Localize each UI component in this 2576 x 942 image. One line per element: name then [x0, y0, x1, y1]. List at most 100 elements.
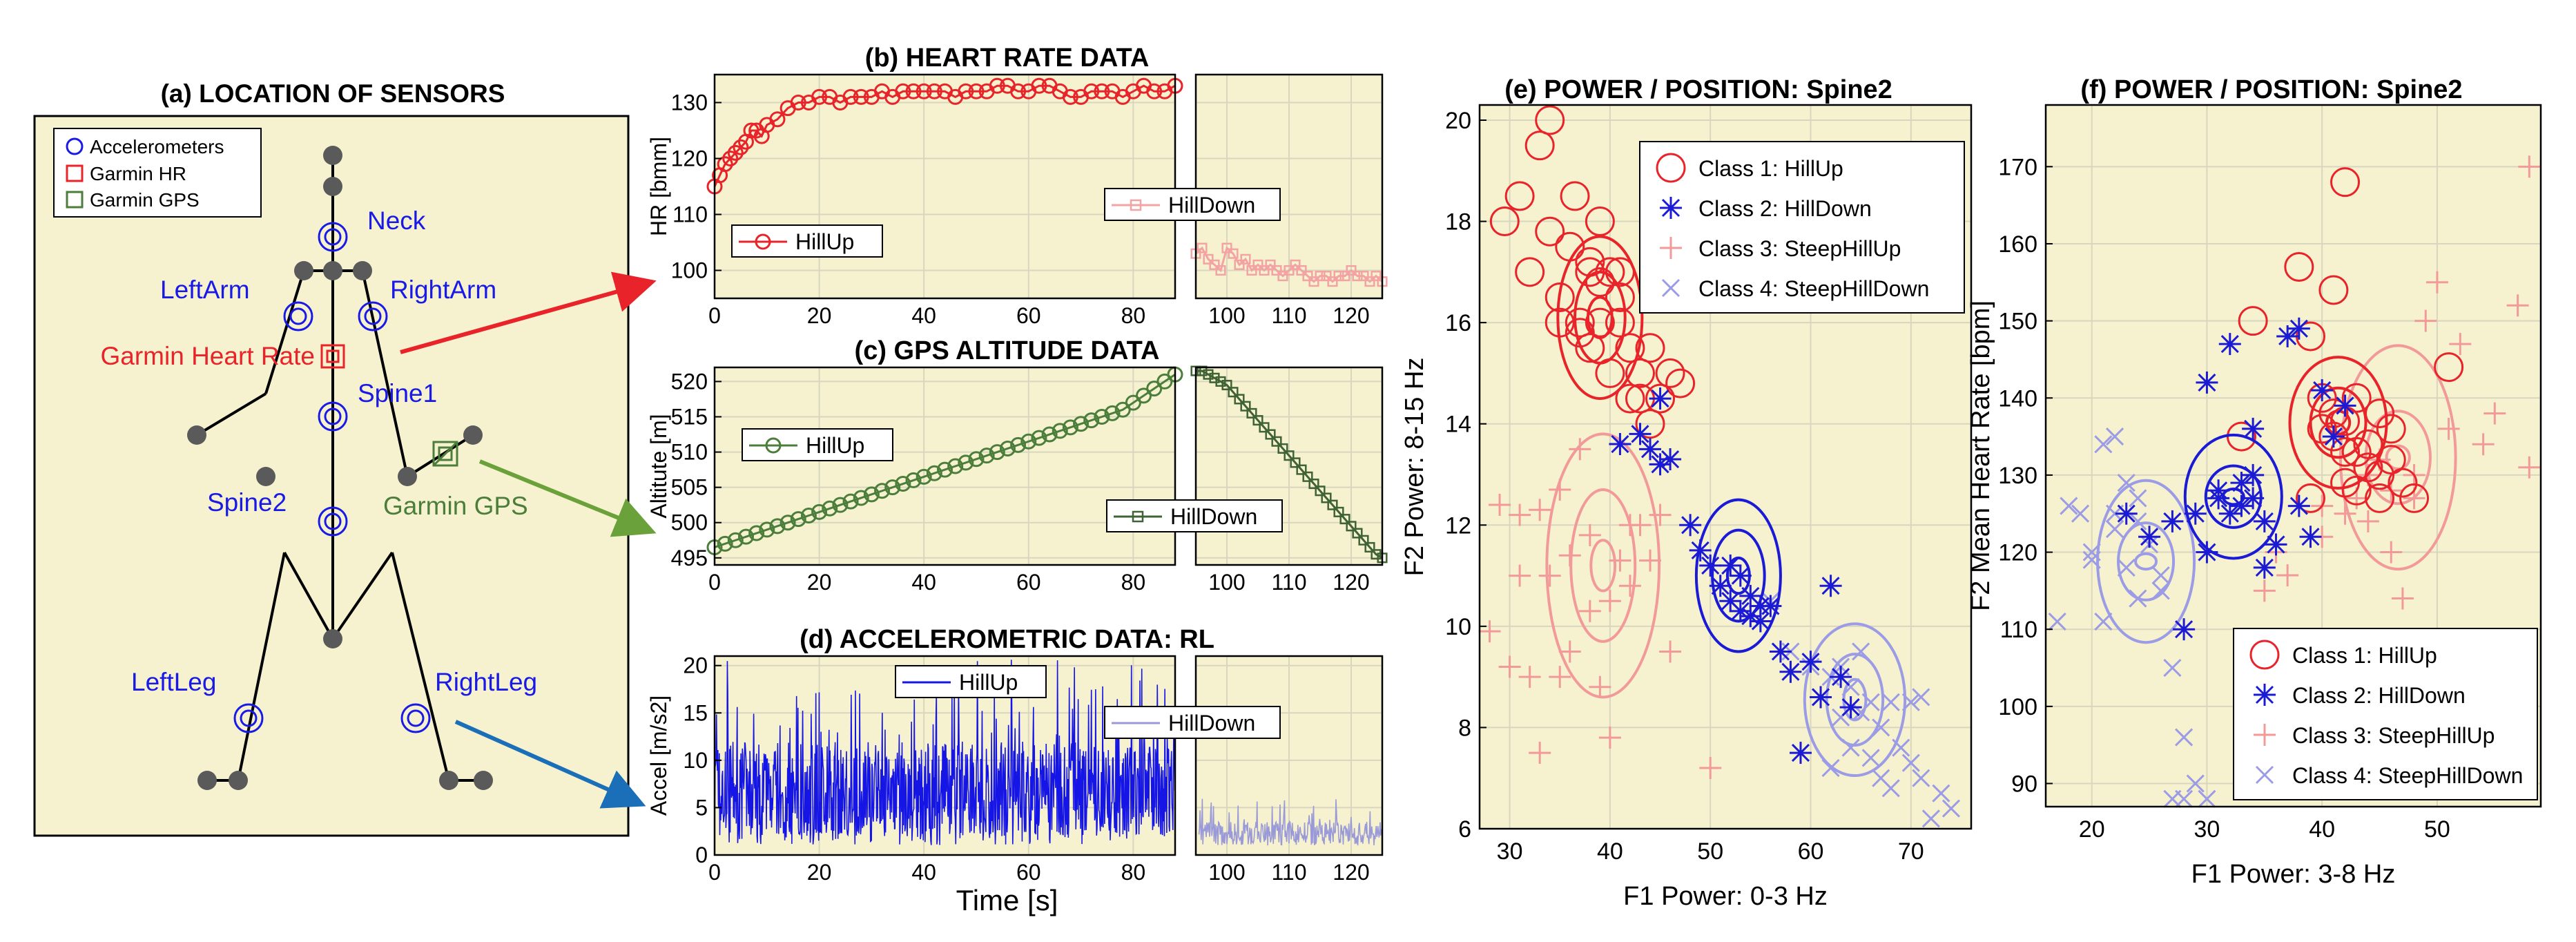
- marker-stroke: [2094, 612, 2113, 631]
- data-point-hilldown: [1358, 535, 1369, 546]
- x-tick-label: 40: [1597, 838, 1623, 865]
- data-point: [1569, 438, 1591, 461]
- data-point: [2048, 612, 2066, 631]
- data-point: [2230, 472, 2253, 494]
- marker-stroke: [2324, 427, 2343, 446]
- series-hillup-line: [714, 660, 1176, 845]
- legend-label: Class 3: SteepHillUp: [2292, 723, 2495, 748]
- marker-stroke: [2048, 612, 2066, 631]
- marker-stroke: [2151, 581, 2170, 600]
- arrow-gps-to-panel-c: [478, 459, 657, 537]
- accel-right-arm: [358, 301, 388, 331]
- marker-stroke: [2255, 765, 2274, 785]
- marker-stroke: [1661, 278, 1681, 298]
- data-point: [1839, 696, 1862, 719]
- confidence-ellipse: [2183, 433, 2283, 560]
- axes-frame-main: [713, 655, 1176, 856]
- data-point: [1558, 640, 1581, 663]
- marker-stroke: [1771, 642, 1790, 661]
- marker-stroke: [2117, 474, 2136, 492]
- x-tick-label: 40: [911, 303, 936, 328]
- data-point: [1901, 693, 1920, 711]
- marker-stroke: [2255, 685, 2274, 704]
- y-tick-label: 14: [1445, 412, 1471, 438]
- marker-stroke: [1821, 758, 1840, 778]
- x-tick-label: 30: [1497, 838, 1523, 865]
- data-point: [1598, 727, 1621, 749]
- data-point: [1629, 423, 1652, 445]
- joint: [439, 771, 458, 790]
- marker-stroke: [1611, 434, 1629, 454]
- data-point: [1689, 539, 1712, 561]
- confidence-ellipse: [1545, 432, 1661, 699]
- x-tick-label: 70: [1898, 838, 1924, 865]
- data-point-hillup: [1010, 436, 1027, 453]
- accel-spine2: [318, 506, 348, 537]
- x-tick-label: 60: [1016, 860, 1041, 885]
- data-point: [1585, 267, 1615, 298]
- marker-stroke: [1761, 597, 1780, 615]
- panel-a-sensor-locations: (a) LOCATION OF SENSORS Accelerometers G…: [33, 79, 630, 837]
- x-tick-label: 0: [708, 570, 721, 595]
- marker-stroke: [1821, 577, 1840, 595]
- x-tick-label: 50: [2424, 816, 2450, 843]
- marker-stroke: [1912, 769, 1930, 787]
- marker-stroke: [1721, 556, 1740, 575]
- data-point: [1679, 514, 1702, 537]
- x-tick-label: 60: [1016, 570, 1041, 595]
- marker-stroke: [2198, 543, 2216, 561]
- data-point: [1665, 368, 1696, 398]
- marker-stroke: [2082, 550, 2101, 569]
- axes-frame: [2044, 104, 2542, 808]
- accel-neck: [318, 222, 348, 252]
- confidence-ellipse: [2096, 479, 2196, 644]
- marker-stroke: [2175, 728, 2194, 747]
- x-tick-label: 100: [1208, 860, 1245, 885]
- marker-stroke: [1741, 586, 1760, 605]
- data-point: [1489, 493, 1511, 516]
- data-point-hillup: [769, 518, 786, 535]
- data-point: [2391, 587, 2414, 610]
- data-point: [1912, 688, 1930, 706]
- joint: [256, 467, 275, 486]
- marker-stroke: [2244, 465, 2263, 484]
- legend-marker: [2255, 765, 2274, 785]
- data-point: [2449, 333, 2472, 356]
- panel-d-chart: (d) ACCELEROMETRIC DATA: RL 0 5 10 15 20 0 20 40…: [646, 625, 1384, 916]
- data-point: [1810, 686, 1832, 709]
- arrow-rl-to-panel-d: [454, 720, 646, 809]
- x-tick-label: 60: [1016, 303, 1041, 328]
- marker-stroke: [1640, 440, 1660, 459]
- label-left-leg: LeftLeg: [131, 668, 216, 696]
- marker-stroke: [1901, 753, 1920, 772]
- data-point-hillup: [1094, 83, 1110, 99]
- legend-box: [2233, 628, 2538, 800]
- data-point-hillup: [958, 83, 974, 99]
- data-point-hilldown: [1296, 265, 1307, 276]
- data-point: [2138, 526, 2161, 548]
- y-tick-label: 6: [1458, 816, 1471, 843]
- panel-b-title: (b) HEART RATE DATA: [865, 44, 1150, 73]
- confidence-ellipse: [2117, 521, 2176, 602]
- data-point: [1649, 503, 1672, 526]
- joint: [353, 261, 372, 280]
- data-point: [2218, 502, 2241, 525]
- data-point-hillup: [1041, 426, 1058, 443]
- legend-garmin-hr: Garmin HR: [90, 163, 186, 184]
- marker-stroke: [1651, 390, 1669, 408]
- marker-stroke: [2129, 489, 2147, 508]
- data-point: [1799, 651, 1822, 673]
- legend-label: Class 2: HillDown: [2292, 683, 2466, 708]
- y-axis-label: Accel [m/s2]: [646, 695, 671, 816]
- data-point-hillup: [989, 444, 1005, 461]
- data-point: [2506, 294, 2529, 317]
- data-point-hillup: [790, 95, 806, 110]
- data-point: [2105, 520, 2124, 539]
- confidence-ellipse: [2221, 488, 2245, 506]
- legend-label: Class 1: HillUp: [1698, 156, 1843, 181]
- marker-stroke: [1731, 566, 1750, 585]
- data-point: [2230, 494, 2253, 517]
- data-point-hilldown: [1234, 259, 1245, 270]
- joint: [463, 425, 483, 445]
- data-point-hilldown: [1228, 387, 1239, 398]
